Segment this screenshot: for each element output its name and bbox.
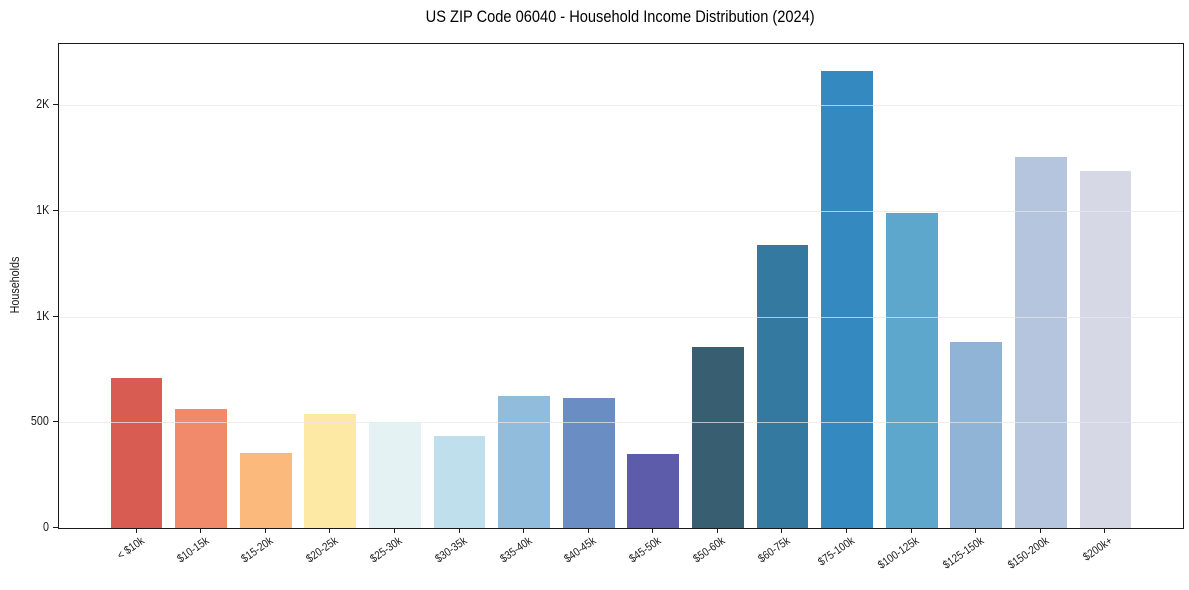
x-tick-mark <box>523 528 525 533</box>
y-tick-label-text: 0 <box>43 520 49 534</box>
x-tick-label-text: $30-35k <box>433 535 470 566</box>
y-tick-mark <box>53 209 58 211</box>
x-tick-mark <box>135 528 137 533</box>
y-tick-label: 0 <box>0 519 49 535</box>
bar-150-200k <box>1015 157 1067 528</box>
bar-40-45k <box>562 398 615 528</box>
x-tick-mark <box>329 528 331 533</box>
bar-15-20k <box>239 452 292 528</box>
x-tick-label-text: $125-150k <box>941 535 987 572</box>
bar-10k <box>110 377 163 528</box>
x-tick-label: $30-35k <box>428 535 469 569</box>
bar-45-50k <box>627 454 680 528</box>
y-tick-mark <box>53 104 58 106</box>
bar-35-40k <box>498 395 550 528</box>
y-tick-label: 1K <box>0 308 49 324</box>
x-tick-label: $60-75k <box>751 535 792 569</box>
chart-title-text: US ZIP Code 06040 - Household Income Dis… <box>425 7 815 26</box>
y-tick-label-text: 1K <box>35 308 49 323</box>
x-tick-label-text: $45-50k <box>627 535 664 566</box>
x-tick-mark <box>716 528 718 533</box>
bar-20-25k <box>304 413 357 528</box>
x-tick-mark <box>652 528 654 533</box>
x-tick-mark <box>910 528 912 533</box>
x-tick-label-text: $100-125k <box>876 535 922 572</box>
bar-125-150k <box>950 342 1003 528</box>
y-tick-mark <box>53 527 58 528</box>
plot-area <box>58 43 1184 529</box>
x-tick-label-text: < $10k <box>114 535 147 563</box>
y-tick-label-text: 1K <box>35 202 49 217</box>
y-axis-label-text: Households <box>8 256 22 314</box>
x-tick-label-text: $60-75k <box>756 535 793 566</box>
y-tick-label: 1K <box>0 202 49 218</box>
x-tick-mark <box>458 528 460 533</box>
x-tick-label-text: $20-25k <box>304 535 341 566</box>
x-tick-label-text: $40-45k <box>562 535 599 566</box>
bar-30-35k <box>433 436 486 528</box>
x-tick-label: $25-30k <box>364 535 405 569</box>
x-tick-mark <box>846 528 848 533</box>
x-tick-mark <box>587 528 589 533</box>
x-tick-label-text: $150-200k <box>1005 535 1051 572</box>
bar-50-60k <box>692 347 744 528</box>
x-tick-label-text: $25-30k <box>368 535 405 566</box>
x-tick-mark <box>200 528 202 533</box>
y-tick-label-text: 2K <box>35 97 49 112</box>
y-tick-label: 500 <box>0 413 49 429</box>
x-tick-mark <box>975 528 977 533</box>
x-tick-mark <box>1104 528 1106 533</box>
x-tick-label: $15-20k <box>235 535 276 569</box>
x-tick-label: $10-15k <box>170 535 211 569</box>
x-tick-label: $100-125k <box>870 535 921 576</box>
x-tick-label: $50-60k <box>687 535 728 569</box>
x-tick-mark <box>1039 528 1041 533</box>
bar-200k+ <box>1079 170 1132 528</box>
x-tick-label: $20-25k <box>299 535 340 569</box>
gridline-1500 <box>59 210 1183 212</box>
x-tick-label-text: $75-100k <box>816 535 857 569</box>
x-tick-label: $200k+ <box>1077 535 1116 567</box>
bar-100-125k <box>885 213 938 528</box>
y-tick-label-text: 500 <box>31 414 49 429</box>
gridline-1000 <box>59 316 1183 318</box>
x-tick-mark <box>781 528 783 533</box>
bar-10-15k <box>175 408 227 528</box>
chart-title: US ZIP Code 06040 - Household Income Dis… <box>58 7 1182 27</box>
x-tick-label: $35-40k <box>493 535 534 569</box>
x-tick-label-text: $200k+ <box>1081 535 1116 564</box>
x-tick-mark <box>264 528 266 533</box>
y-tick-label: 2K <box>0 96 49 112</box>
x-tick-label-text: $50-60k <box>691 535 728 566</box>
bar-60-75k <box>756 244 809 528</box>
x-tick-label: $45-50k <box>622 535 663 569</box>
x-tick-label: $125-150k <box>935 535 986 576</box>
bar-75-100k <box>821 71 873 528</box>
bar-25-30k <box>369 422 421 528</box>
x-tick-label-text: $15-20k <box>239 535 276 566</box>
y-tick-mark <box>53 421 58 423</box>
x-tick-label: $75-100k <box>811 535 857 572</box>
x-tick-label-text: $10-15k <box>174 535 212 566</box>
x-tick-label: $150-200k <box>999 535 1051 576</box>
x-tick-label: < $10k <box>111 535 146 565</box>
gridline-500 <box>59 422 1183 424</box>
x-tick-mark <box>393 528 395 533</box>
gridline-2000 <box>59 105 1183 107</box>
y-tick-mark <box>53 315 58 317</box>
x-tick-label: $40-45k <box>558 535 599 569</box>
x-tick-label-text: $35-40k <box>497 535 534 566</box>
